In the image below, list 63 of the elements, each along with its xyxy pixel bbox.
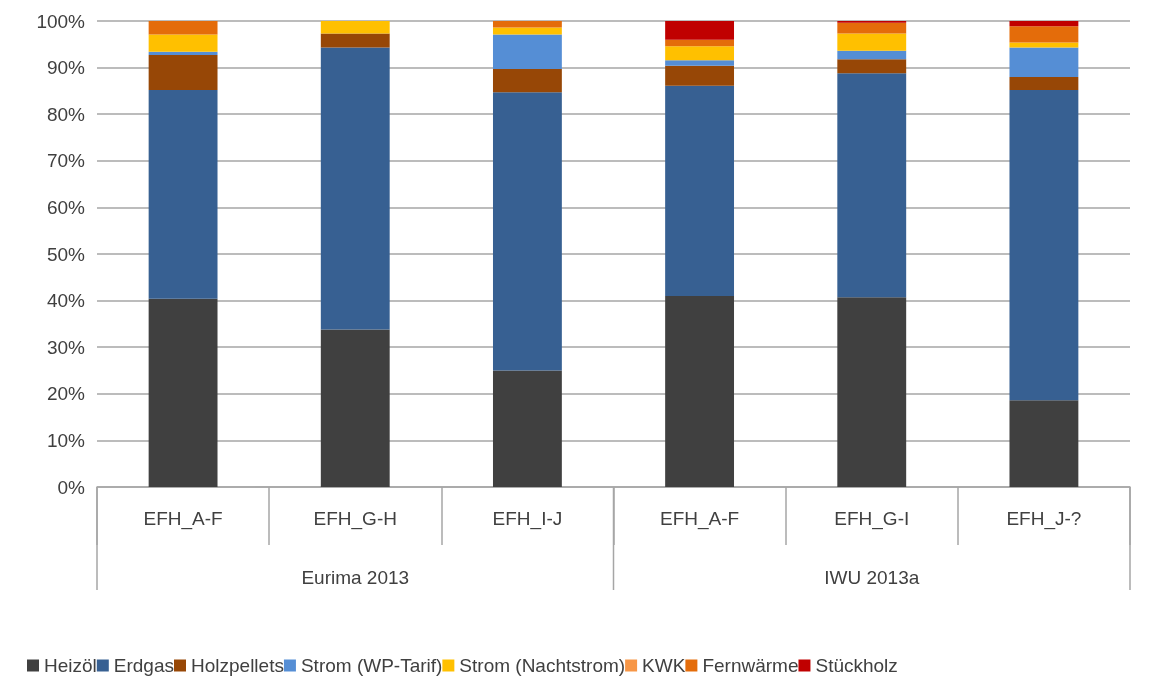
x-tick-label: EFH_G-I: [834, 508, 910, 530]
bar: [837, 22, 907, 34]
legend-label: KWK: [642, 655, 686, 676]
bar: [665, 46, 735, 61]
bar: [665, 60, 735, 66]
bar: [1009, 47, 1079, 77]
y-tick-label: 60%: [46, 196, 86, 218]
y-tick-label: 0%: [57, 476, 86, 498]
bar: [665, 21, 735, 40]
legend-label: Fernwärme: [702, 655, 799, 676]
x-tick-label: EFH_I-J: [492, 508, 563, 530]
bar: [837, 33, 907, 51]
bar: [492, 21, 562, 28]
bar: [148, 89, 218, 299]
bar: [1009, 76, 1079, 90]
y-tick-label: 100%: [36, 10, 86, 32]
bar: [492, 370, 562, 487]
y-tick-label: 10%: [46, 429, 86, 451]
bar: [665, 295, 735, 487]
bar: [148, 298, 218, 487]
bar: [148, 51, 218, 56]
bar: [665, 65, 735, 86]
bar: [1009, 21, 1079, 27]
bar: [320, 21, 390, 34]
bar: [1009, 26, 1079, 43]
legend-label: Erdgas: [113, 655, 174, 676]
y-tick-label: 70%: [46, 150, 86, 172]
y-tick-label: 30%: [46, 336, 86, 358]
bar: [492, 92, 562, 371]
y-tick-label: 50%: [46, 243, 86, 265]
bar: [837, 73, 907, 298]
bar: [148, 55, 218, 90]
y-tick-label: 80%: [46, 103, 86, 125]
bar: [1009, 89, 1079, 401]
x-tick-label: EFH_G-H: [313, 508, 397, 530]
bar: [1009, 42, 1079, 48]
x-tick-label: EFH_J-?: [1006, 508, 1082, 530]
bar: [837, 59, 907, 74]
y-tick-label: 40%: [46, 290, 86, 312]
bar: [320, 33, 390, 48]
bar: [665, 39, 735, 47]
legend-label: Heizöl: [44, 655, 97, 676]
y-tick-label: 90%: [46, 57, 86, 79]
bar: [148, 34, 218, 52]
x-tick-label: EFH_A-F: [143, 508, 223, 530]
bar: [320, 329, 390, 487]
y-tick-label: 20%: [46, 383, 86, 405]
bar: [492, 69, 562, 93]
text: IWU 2013a: [824, 566, 920, 588]
text: Eurima 2013: [301, 566, 410, 588]
x-tick-label: EFH_A-F: [659, 508, 740, 530]
bar: [1009, 400, 1079, 487]
legend-label: Strom (Nachtstrom): [459, 655, 626, 676]
bar: [492, 27, 562, 35]
bar: [837, 297, 907, 487]
legend-label: Holzpellets: [191, 655, 284, 676]
bar: [665, 85, 735, 296]
bar: [320, 47, 390, 330]
bar: [148, 21, 218, 35]
legend-label: Stückholz: [815, 655, 898, 676]
legend-label: Strom (WP-Tarif): [300, 655, 443, 676]
bar: [837, 50, 907, 60]
bar: [492, 34, 562, 69]
